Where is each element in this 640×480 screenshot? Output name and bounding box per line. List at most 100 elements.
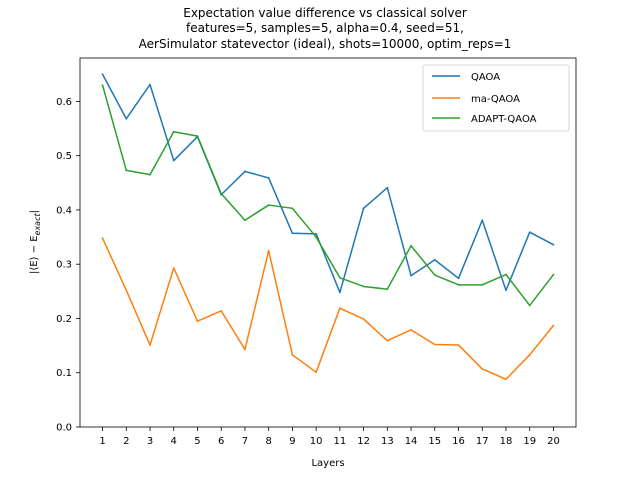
x-tick-label: 10 [310,436,323,447]
y-axis-label: |⟨E⟩ − Eexact| [29,210,42,274]
x-tick-label: 2 [123,436,129,447]
data-point-qaoa [552,243,555,246]
data-point-adapt-qaoa [433,274,436,276]
data-point-qaoa [315,232,318,235]
x-tick-label: 20 [547,436,560,447]
data-point-qaoa [362,207,365,210]
data-point-qaoa [505,289,507,292]
data-point-ma-qaoa [338,307,341,310]
data-point-ma-qaoa [433,343,436,346]
y-axis-label-main: |⟨E⟩ − E [29,235,40,274]
data-point-ma-qaoa [362,318,365,320]
data-point-ma-qaoa [481,368,484,370]
y-axis-ticks: 0.0 0.1 0.2 0.3 0.4 0.5 0.6 [56,97,80,434]
x-tick-label: 15 [428,436,441,447]
data-point-ma-qaoa [172,267,175,269]
y-tick-label: 0.4 [56,205,72,216]
data-point-qaoa [267,177,270,179]
data-point-ma-qaoa [552,324,555,327]
data-point-adapt-qaoa [338,276,341,279]
data-point-adapt-qaoa [149,173,151,176]
data-point-adapt-qaoa [291,207,294,210]
data-point-qaoa [386,186,389,189]
y-tick-label: 0.0 [56,423,72,434]
data-point-adapt-qaoa [196,135,199,138]
y-tick-label: 0.6 [56,97,72,108]
data-point-qaoa [101,73,104,76]
y-tick-label: 0.3 [56,260,72,271]
x-tick-label: 16 [452,436,465,447]
series-line-qaoa [101,73,554,294]
series-line-ma-qaoa [101,237,555,380]
data-point-ma-qaoa [291,353,294,356]
data-point-adapt-qaoa [172,130,175,133]
data-point-adapt-qaoa [101,84,104,87]
data-point-qaoa [125,117,128,120]
data-point-ma-qaoa [220,309,223,312]
legend-label-ma-qaoa: ma-QAOA [471,94,520,105]
data-point-adapt-qaoa [481,283,484,286]
series-layer [101,73,555,381]
data-point-qaoa [291,232,294,235]
data-point-ma-qaoa [125,289,128,292]
x-tick-label: 8 [265,436,271,447]
data-point-adapt-qaoa [505,273,507,276]
data-point-adapt-qaoa [267,204,270,206]
chart-title-line-2: features=5, samples=5, alpha=0.4, seed=5… [186,21,464,35]
data-point-ma-qaoa [315,371,318,374]
data-point-adapt-qaoa [220,192,223,195]
data-point-qaoa [410,274,412,277]
data-point-qaoa [149,83,151,86]
legend-label-qaoa: QAOA [471,72,500,83]
x-tick-label: 11 [333,436,346,447]
data-point-ma-qaoa [267,249,270,252]
data-point-ma-qaoa [101,237,104,240]
x-tick-label: 3 [147,436,153,447]
legend: QAOA ma-QAOA ADAPT-QAOA [422,64,570,132]
x-tick-label: 12 [357,436,370,447]
data-point-qaoa [244,170,246,173]
chart-title-line-1: Expectation value difference vs classica… [183,6,467,20]
x-axis-ticks: 1 2 3 4 5 6 7 8 9 10 11 12 13 14 15 16 17 18 19 20 [99,427,560,447]
data-point-ma-qaoa [505,378,507,381]
data-point-adapt-qaoa [457,283,460,286]
legend-box [422,64,570,132]
data-point-ma-qaoa [386,339,389,342]
x-tick-label: 18 [500,436,513,447]
data-point-adapt-qaoa [528,304,531,307]
x-tick-label: 19 [523,436,536,447]
x-tick-label: 5 [194,436,200,447]
y-axis-label-subscript: exact [33,213,42,236]
data-point-adapt-qaoa [410,244,412,247]
data-point-qaoa [528,231,531,234]
data-point-qaoa [338,291,341,294]
x-tick-label: 17 [476,436,489,447]
data-point-ma-qaoa [528,353,531,356]
x-tick-label: 4 [171,436,177,447]
data-point-qaoa [481,219,484,222]
data-point-adapt-qaoa [244,219,246,222]
x-axis-label: Layers [311,458,344,469]
data-point-ma-qaoa [196,320,199,323]
series-line-adapt-qaoa [101,84,555,307]
legend-label-adapt-qaoa: ADAPT-QAOA [471,114,537,125]
y-tick-label: 0.1 [56,368,72,379]
data-point-qaoa [172,159,175,162]
data-point-adapt-qaoa [386,288,389,291]
data-point-qaoa [457,277,460,280]
x-tick-label: 14 [405,436,418,447]
data-point-adapt-qaoa [315,236,318,238]
x-tick-label: 7 [242,436,248,447]
data-point-qaoa [433,258,436,261]
x-tick-label: 1 [99,436,105,447]
x-tick-label: 6 [218,436,224,447]
data-point-adapt-qaoa [125,169,128,172]
data-point-ma-qaoa [244,348,246,351]
data-point-ma-qaoa [457,344,460,346]
data-point-ma-qaoa [149,344,151,346]
data-point-adapt-qaoa [362,285,365,288]
x-tick-label: 13 [381,436,394,447]
x-tick-label: 9 [289,436,295,447]
data-point-adapt-qaoa [552,273,555,276]
